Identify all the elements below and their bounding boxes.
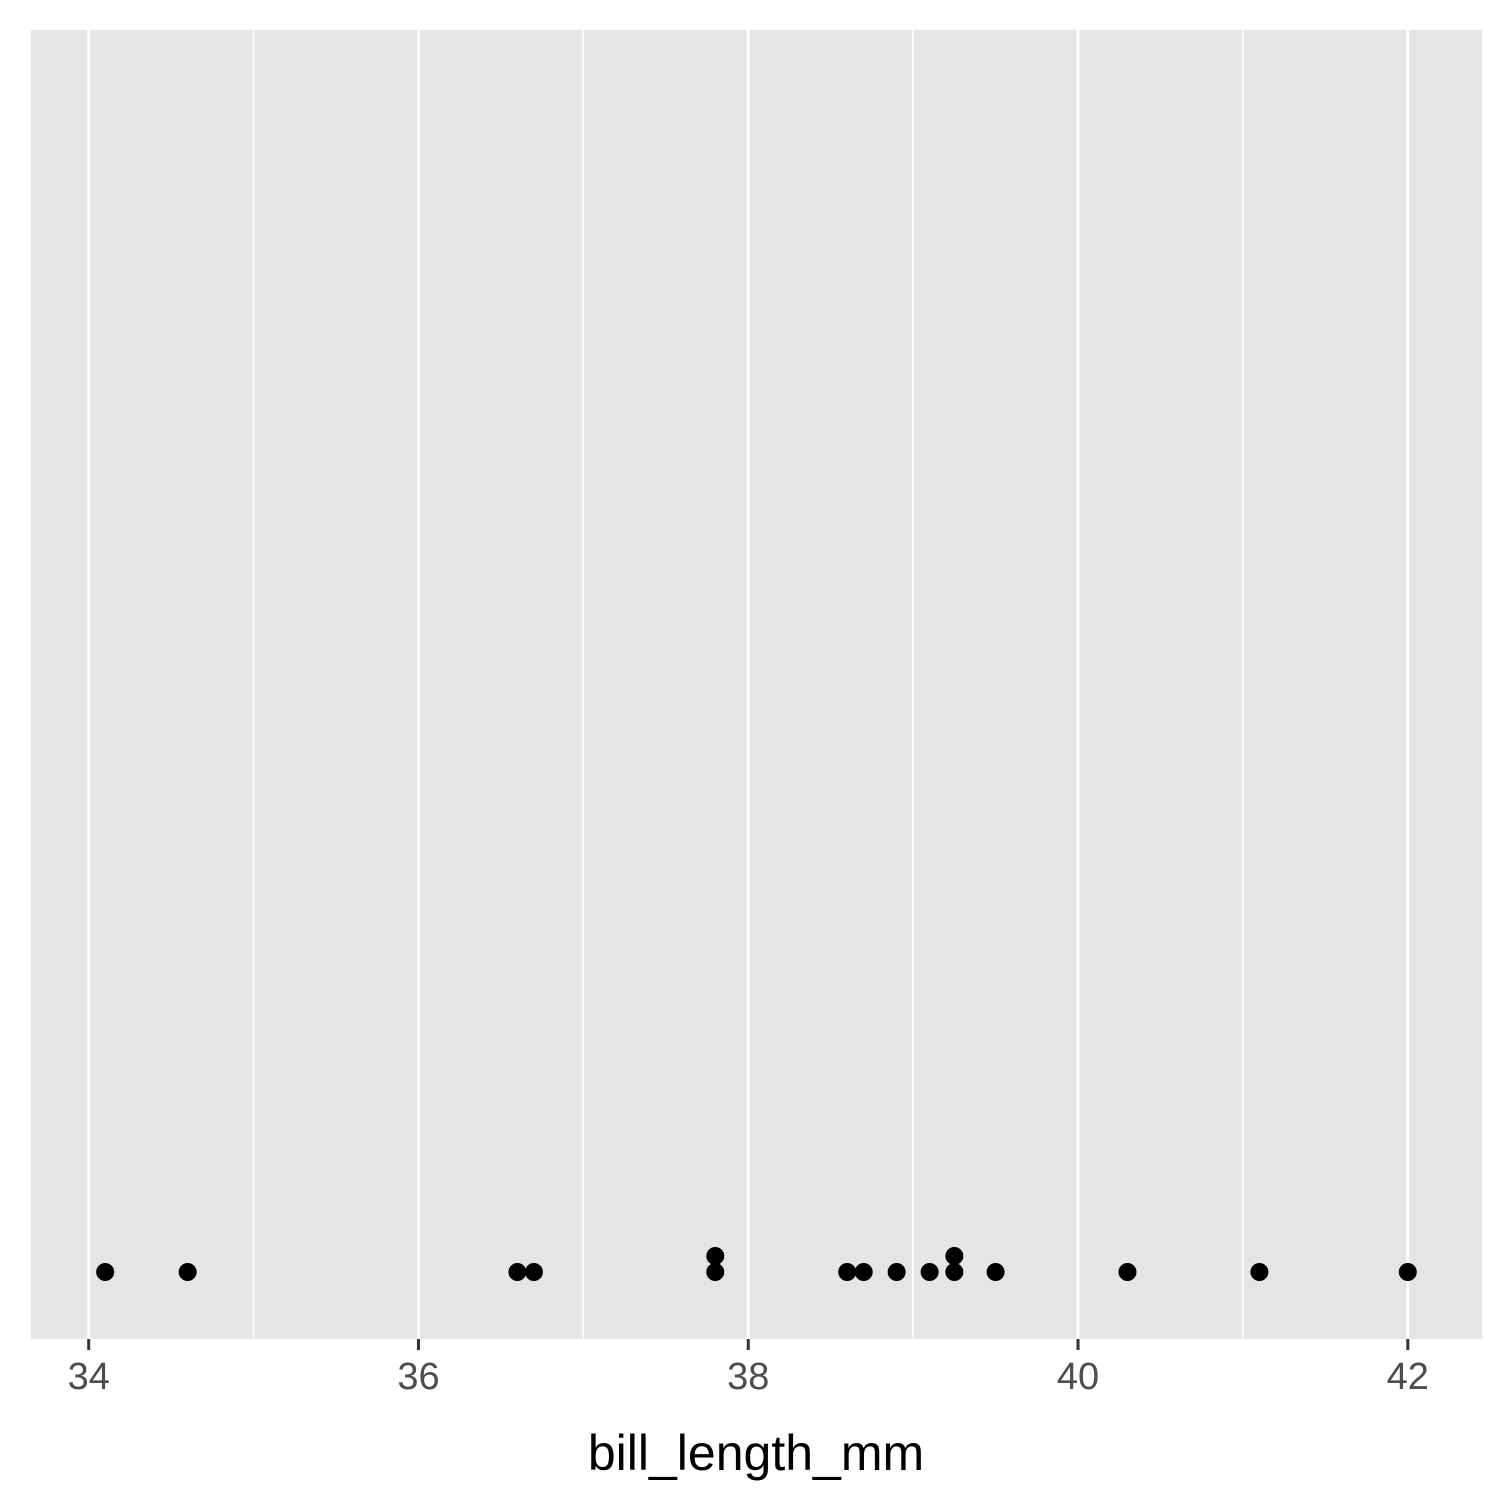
data-point [706,1263,725,1281]
data-point [524,1263,543,1281]
data-point [1118,1263,1137,1281]
data-point [986,1263,1005,1281]
data-point [178,1263,197,1281]
x-tick-label: 42 [1387,1356,1429,1398]
data-point [887,1263,906,1281]
x-tick-label: 34 [68,1356,110,1398]
data-point [945,1247,964,1265]
x-axis-tick-labels: 34 36 38 40 42 [68,1356,1429,1398]
data-point [920,1263,939,1281]
x-tick-label: 36 [397,1356,439,1398]
data-point [838,1263,857,1281]
major-gridlines [87,30,1410,1339]
data-point [96,1263,115,1281]
x-axis-title: bill_length_mm [588,1425,924,1481]
data-point [1398,1263,1417,1281]
data-point [508,1263,527,1281]
data-point [1250,1263,1269,1281]
data-points [96,1247,1417,1281]
plot-panel [31,30,1482,1339]
data-point [945,1263,964,1281]
minor-gridlines [252,30,1244,1339]
x-tick-label: 40 [1057,1356,1099,1398]
x-axis-ticks [87,1339,1410,1350]
data-point [854,1263,873,1281]
data-point [706,1247,725,1265]
x-tick-label: 38 [727,1356,769,1398]
